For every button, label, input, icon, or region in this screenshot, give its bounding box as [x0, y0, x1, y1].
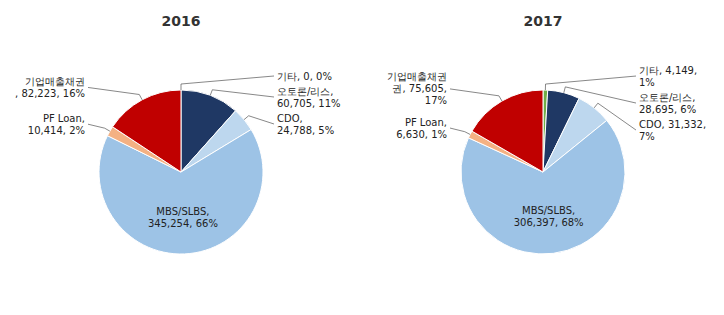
leader-line — [244, 116, 274, 124]
data-label-line: 24,788, 5% — [277, 125, 334, 136]
data-label-line: 28,695, 6% — [639, 104, 696, 115]
leader-line — [88, 87, 142, 99]
leader-line — [564, 87, 636, 103]
data-label-line: 60,705, 11% — [277, 98, 341, 109]
data-label: 오토론/리스,60,705, 11% — [277, 86, 341, 109]
data-label: MBS/SLBS,345,254, 66% — [148, 206, 218, 229]
data-label-line: 기업매출채권 — [387, 71, 447, 82]
data-label: 오토론/리스,28,695, 6% — [639, 92, 696, 115]
data-label-line: 7% — [639, 131, 655, 142]
leader-line — [450, 89, 502, 101]
data-label-line: CDO, — [277, 113, 303, 124]
slices — [461, 90, 625, 254]
data-label-line: 오토론/리스, — [277, 86, 334, 97]
data-label-line: PF Loan, — [43, 113, 85, 124]
data-label-line: 권, 75,605, — [392, 83, 447, 94]
chart-svg: 2016기타, 0, 0%오토론/리스,60,705, 11%CDO,24,78… — [0, 0, 724, 315]
data-label: PF Loan,6,630, 1% — [396, 117, 447, 140]
chart-title: 2016 — [162, 13, 201, 29]
leader-line — [594, 103, 636, 130]
leader-line — [181, 76, 274, 90]
pie: 기타, 4,149,1% 오토론/리스,28,695, 6% CDO, 31,332… — [387, 65, 706, 254]
pie: 기타, 0, 0% 오토론/리스,60,705, 11% CDO,24,788, 5… — [15, 71, 341, 255]
data-label-line: 기타, 0, 0% — [277, 71, 332, 82]
pie-panel: 2016 기타, 0, 0% 오토론/리스,60,705, 11% CDO,24,78… — [15, 13, 341, 254]
data-label-line: 306,397, 68% — [514, 217, 584, 228]
chart-title: 2017 — [524, 13, 563, 29]
data-label-line: CDO, 31,332, — [639, 119, 706, 130]
data-label: 기타, 0, 0% — [277, 71, 332, 82]
leader-lines — [88, 76, 274, 131]
leader-line — [450, 128, 470, 134]
leader-line — [88, 124, 110, 131]
data-label-line: 기타, 4,149, — [639, 65, 697, 76]
data-label-line: 기업매출채권 — [25, 76, 85, 87]
data-label: 기타, 4,149,1% — [639, 65, 697, 88]
data-labels: 기타, 0, 0% 오토론/리스,60,705, 11% CDO,24,788, 5… — [15, 71, 341, 229]
leader-lines — [450, 76, 636, 134]
data-label-line: 6,630, 1% — [396, 129, 447, 140]
data-label: CDO, 31,332,7% — [639, 119, 706, 142]
slices — [99, 90, 263, 254]
data-label: MBS/SLBS,306,397, 68% — [514, 205, 584, 228]
leader-line — [545, 76, 636, 90]
data-label-line: 10,414, 2% — [28, 125, 85, 136]
pie-slice — [472, 90, 543, 172]
data-label-line: , 82,223, 16% — [15, 88, 85, 99]
data-label-line: MBS/SLBS, — [522, 205, 575, 216]
pie-slice — [113, 90, 181, 172]
data-label: 기업매출채권, 82,223, 16% — [15, 76, 85, 99]
leader-line — [210, 90, 274, 97]
data-labels: 기타, 4,149,1% 오토론/리스,28,695, 6% CDO, 31,332… — [387, 65, 706, 229]
data-label-line: 오토론/리스, — [639, 92, 696, 103]
data-label-line: 1% — [639, 77, 655, 88]
data-label-line: 17% — [425, 95, 447, 106]
data-label-line: PF Loan, — [405, 117, 447, 128]
data-label: 기업매출채권권, 75,605,17% — [387, 71, 447, 106]
pie-panel: 2017 기타, 4,149,1% 오토론/리스,28,695, 6% CDO, 31… — [387, 13, 706, 254]
data-label: CDO,24,788, 5% — [277, 113, 334, 136]
data-label: PF Loan,10,414, 2% — [28, 113, 85, 136]
data-label-line: MBS/SLBS, — [156, 206, 209, 217]
data-label-line: 345,254, 66% — [148, 218, 218, 229]
